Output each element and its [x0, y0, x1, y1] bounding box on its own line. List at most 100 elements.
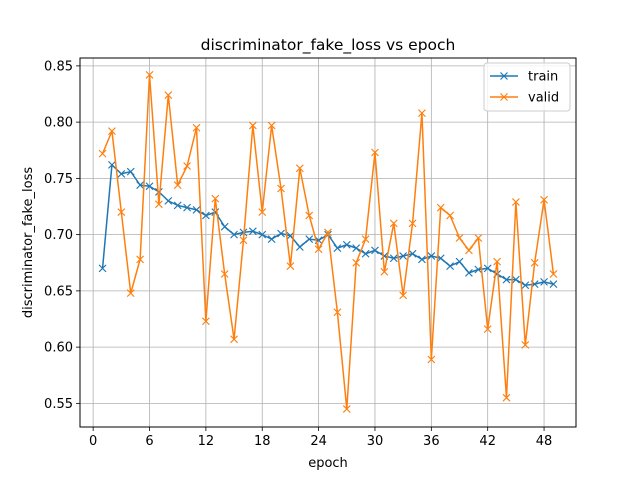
data-point-train — [502, 275, 511, 284]
data-point-train — [108, 160, 116, 169]
data-point-train — [230, 230, 238, 239]
data-point-train — [173, 201, 182, 210]
data-point-train — [295, 243, 304, 251]
data-point-valid — [220, 270, 229, 278]
data-point-valid — [436, 203, 445, 212]
series-valid — [98, 70, 558, 413]
grid-lines — [80, 58, 576, 427]
data-point-valid — [418, 109, 426, 118]
legend-swatch-marker — [500, 72, 508, 80]
data-point-valid — [201, 317, 210, 326]
data-point-valid — [230, 335, 238, 344]
data-point-valid — [258, 208, 267, 217]
data-point-train — [427, 252, 436, 260]
x-axis-title: epoch — [308, 456, 348, 471]
data-point-train — [220, 222, 229, 231]
y-tick-label: 0.85 — [44, 59, 73, 74]
y-axis-title: discriminator_fake_loss — [21, 167, 36, 319]
data-point-valid — [361, 235, 370, 244]
data-point-valid — [248, 121, 257, 130]
data-point-valid — [286, 262, 295, 271]
data-point-train — [464, 268, 473, 277]
x-tick-label: 12 — [198, 434, 215, 449]
data-point-valid — [408, 219, 417, 228]
data-point-train — [483, 264, 492, 273]
data-point-valid — [474, 234, 483, 242]
data-point-valid — [324, 228, 332, 237]
data-point-valid — [464, 246, 473, 255]
data-point-valid — [173, 181, 182, 190]
data-point-train — [201, 211, 210, 220]
data-point-train — [117, 169, 126, 178]
plot-area-background — [80, 58, 576, 427]
data-point-train — [549, 280, 558, 289]
data-point-train — [258, 230, 267, 239]
x-tick-label: 36 — [423, 434, 440, 449]
data-point-valid — [277, 184, 285, 193]
y-tick-label: 0.65 — [44, 284, 73, 299]
data-point-train — [342, 240, 351, 249]
chart-title: discriminator_fake_loss vs epoch — [201, 36, 456, 55]
y-tick-label: 0.55 — [44, 397, 73, 412]
data-point-valid — [305, 211, 314, 220]
data-point-valid — [371, 148, 379, 157]
x-tick-label: 6 — [145, 434, 153, 449]
data-point-valid — [145, 70, 154, 79]
legend: train valid — [483, 62, 571, 112]
data-point-train — [389, 254, 398, 263]
x-tick-label: 18 — [254, 434, 271, 449]
data-point-train — [164, 196, 173, 205]
data-point-valid — [136, 255, 145, 264]
data-point-train — [446, 262, 455, 271]
legend-item-train: train — [490, 70, 558, 85]
data-point-valid — [530, 258, 539, 267]
data-point-valid — [164, 91, 173, 100]
y-tick-label: 0.60 — [44, 341, 73, 356]
data-point-train — [192, 205, 201, 214]
data-point-train — [305, 235, 314, 244]
data-point-train — [277, 229, 285, 238]
data-point-valid — [183, 162, 192, 170]
data-point-train — [455, 257, 464, 266]
data-point-valid — [211, 194, 220, 203]
data-point-valid — [446, 211, 455, 220]
data-point-valid — [333, 308, 342, 317]
y-tick-label: 0.75 — [44, 172, 73, 187]
data-point-valid — [117, 208, 126, 217]
data-point-train — [521, 281, 530, 290]
x-tick-label: 0 — [89, 434, 97, 449]
data-point-valid — [427, 355, 436, 364]
legend-item-valid: valid — [490, 91, 559, 106]
data-point-valid — [192, 123, 201, 132]
data-point-valid — [502, 393, 511, 402]
data-point-train — [145, 182, 154, 191]
data-point-train — [333, 244, 342, 253]
data-point-train — [540, 277, 548, 286]
x-tick-label: 30 — [367, 434, 384, 449]
data-point-valid — [126, 289, 135, 298]
data-point-valid — [295, 164, 304, 173]
plot-frame — [79, 57, 577, 428]
data-point-train — [408, 249, 417, 258]
data-point-valid — [521, 340, 530, 349]
data-point-train — [267, 235, 276, 244]
legend-label: valid — [528, 91, 559, 106]
data-point-train — [248, 227, 257, 236]
data-point-train — [361, 249, 370, 258]
data-point-valid — [314, 245, 323, 254]
data-point-train — [418, 255, 426, 264]
data-point-valid — [342, 405, 351, 413]
x-axis: 0 6 12 18 24 30 36 42 48 — [89, 427, 552, 449]
data-point-valid — [108, 127, 116, 136]
series-layer — [98, 70, 558, 413]
y-tick-label: 0.70 — [44, 228, 73, 243]
data-point-train — [154, 187, 163, 196]
data-point-train — [183, 203, 192, 212]
data-point-valid — [239, 236, 248, 245]
x-tick-label: 24 — [310, 434, 327, 449]
data-point-valid — [540, 195, 548, 204]
data-point-valid — [352, 258, 361, 267]
data-point-valid — [98, 149, 107, 158]
data-point-train — [98, 264, 107, 273]
